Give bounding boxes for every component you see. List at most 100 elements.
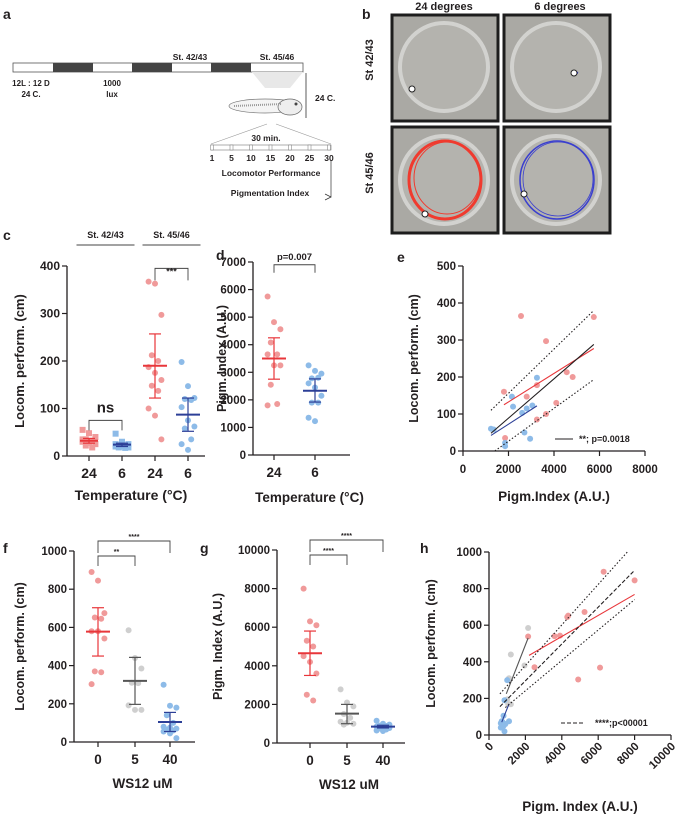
- regression-line: [490, 310, 595, 411]
- x-tick-label: 8000: [632, 464, 658, 476]
- y-tick-label: 2000: [220, 395, 246, 407]
- significance-label: **: [114, 549, 120, 556]
- y-tick-label: 200: [40, 354, 60, 368]
- x-axis-title: Temperature (°C): [75, 487, 188, 503]
- tadpole-marker: [570, 69, 578, 77]
- x-tick-label: 0: [483, 741, 496, 754]
- data-point: [525, 633, 532, 640]
- x-tick-label: 10000: [647, 741, 675, 772]
- significance-label: ***: [166, 266, 177, 276]
- data-point: [188, 436, 195, 443]
- dish-image-42-24: [390, 13, 500, 123]
- y-tick-label: 400: [40, 259, 60, 273]
- data-point: [631, 577, 638, 584]
- data-point: [264, 402, 271, 409]
- data-point: [152, 412, 158, 419]
- tadpole-marker: [421, 210, 429, 218]
- stage-label-42-43: St. 42/43: [173, 52, 208, 62]
- time-tick-label: 10: [246, 153, 256, 163]
- lux-unit: lux: [106, 90, 118, 99]
- data-point: [504, 677, 511, 684]
- x-tick-label: 6: [184, 465, 192, 481]
- significance-label: ns: [97, 399, 115, 416]
- data-point: [521, 662, 528, 669]
- data-point: [525, 624, 532, 631]
- data-point: [88, 569, 95, 576]
- y-tick-label: 800: [48, 584, 67, 596]
- data-point: [115, 444, 122, 451]
- data-point: [145, 405, 152, 412]
- dark-period: [211, 63, 251, 72]
- exposure-temp: 24 C.: [315, 93, 335, 103]
- significance-bracket: [273, 264, 316, 273]
- data-point: [373, 727, 380, 734]
- data-point: [89, 444, 96, 451]
- regression-line: [505, 599, 635, 708]
- data-point: [91, 668, 98, 675]
- data-point: [310, 643, 317, 650]
- data-point: [563, 369, 570, 376]
- legend-label: **; p=0.0018: [579, 434, 630, 444]
- duration-label: 30 min.: [251, 133, 280, 143]
- x-tick-label: 6: [118, 465, 126, 481]
- y-tick-label: 6000: [220, 285, 246, 297]
- light-dark-timeline: [12, 62, 304, 73]
- x-axis-title: Pigm. Index (A.U.): [522, 799, 638, 814]
- data-point: [551, 633, 558, 640]
- data-point: [502, 443, 509, 450]
- panel-e: e 0 100 200 300 400 500 Locom. perform. (cm) 0 2…: [397, 249, 658, 504]
- data-point: [507, 651, 514, 658]
- time-tick: [268, 144, 273, 151]
- x-tick-label: 5: [343, 753, 351, 768]
- panel-label-e: e: [397, 249, 405, 265]
- time-tick-label: 20: [285, 153, 295, 163]
- y-tick-label: 0: [61, 737, 67, 749]
- dish-image-42-6: [502, 13, 612, 123]
- time-tick: [327, 144, 331, 151]
- data-point: [274, 351, 281, 358]
- data-point: [521, 429, 528, 436]
- x-tick-label: 4000: [541, 464, 567, 476]
- data-point: [310, 697, 317, 704]
- panel-f: f 0 200 400 600 800 1000 Locom. perform. (cm) 0…: [3, 534, 195, 791]
- data-point: [312, 418, 318, 425]
- track-blue: [519, 140, 595, 220]
- y-tick-label: 2000: [244, 699, 270, 711]
- y-tick-label: 800: [463, 584, 482, 596]
- significance-label: ****: [323, 548, 334, 555]
- data-point: [101, 610, 108, 617]
- data-point: [581, 609, 588, 616]
- significance-bracket: [97, 540, 171, 553]
- regression-line: [499, 569, 635, 708]
- y-tick-label: 7000: [220, 257, 246, 269]
- data-point: [318, 370, 325, 377]
- regression-line: [499, 551, 628, 695]
- data-point: [98, 615, 105, 622]
- data-point: [508, 393, 515, 400]
- data-point: [145, 278, 152, 285]
- data-point: [380, 728, 386, 735]
- tadpole-marker: [520, 190, 528, 198]
- data-point: [88, 681, 95, 688]
- data-point: [167, 702, 173, 709]
- panel-label-c: c: [3, 227, 11, 243]
- data-point: [132, 706, 138, 713]
- data-point: [125, 627, 132, 634]
- time-tick-label: 30: [324, 153, 334, 163]
- legend-label: ****;p<00001: [595, 718, 648, 728]
- data-point: [163, 712, 170, 719]
- data-point: [178, 358, 185, 365]
- y-tick-label: 100: [40, 402, 60, 416]
- data-point: [264, 351, 271, 358]
- dish-image-45-24: [390, 125, 500, 235]
- data-point: [101, 635, 108, 642]
- group-header: St. 42/43: [87, 230, 124, 240]
- data-point: [569, 374, 576, 380]
- y-axis-title: Locom. perform. (cm): [13, 582, 27, 711]
- x-tick-label: 2000: [506, 741, 533, 768]
- y-tick-label: 0: [53, 449, 60, 463]
- data-point: [305, 380, 312, 387]
- y-tick-label: 400: [437, 298, 456, 310]
- data-point: [267, 381, 274, 388]
- data-point: [510, 403, 517, 410]
